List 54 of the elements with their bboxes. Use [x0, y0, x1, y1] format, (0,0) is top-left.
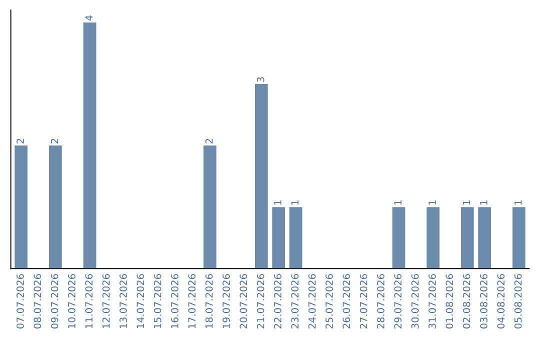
bar	[289, 207, 302, 269]
x-tick-label: 29.07.2026	[394, 274, 402, 328]
bar	[460, 207, 474, 269]
data-label: 1	[514, 200, 522, 205]
data-label: 2	[50, 138, 58, 144]
bar	[478, 207, 492, 269]
x-tick-label: 10.07.2026	[68, 274, 76, 328]
x-tick-label: 26.07.2026	[342, 274, 350, 328]
bar	[512, 207, 526, 269]
x-tick-label: 27.07.2026	[360, 274, 368, 328]
bar	[14, 146, 28, 269]
x-tick-label: 07.07.2026	[16, 274, 24, 328]
x-tick-label: 11.07.2026	[85, 274, 93, 328]
data-label: 1	[291, 200, 298, 205]
x-tick-label: 08.07.2026	[34, 274, 42, 328]
bar	[83, 22, 96, 269]
bar	[254, 84, 268, 269]
x-tick-label: 18.07.2026	[205, 274, 213, 328]
bar	[426, 207, 440, 269]
x-tick-label: 05.08.2026	[514, 274, 522, 328]
x-tick-label: 30.07.2026	[411, 274, 419, 328]
x-tick-label: 28.07.2026	[377, 274, 384, 328]
data-label: 2	[205, 138, 213, 144]
x-tick-label: 14.07.2026	[136, 274, 144, 328]
x-tick-label: 24.07.2026	[308, 274, 316, 328]
x-tick-label: 22.07.2026	[274, 274, 282, 328]
x-tick-label: 21.07.2026	[256, 274, 264, 328]
x-tick-label: 23.07.2026	[291, 274, 299, 328]
x-tick-label: 17.07.2026	[188, 274, 196, 328]
bar	[272, 207, 286, 269]
x-tick-label: 12.07.2026	[102, 274, 110, 328]
x-tick-label: 01.08.2026	[446, 274, 454, 328]
bar	[48, 146, 62, 269]
x-tick-label: 16.07.2026	[171, 274, 178, 328]
data-label: 2	[16, 138, 24, 144]
data-label: 1	[428, 200, 436, 205]
x-tick-label: 04.08.2026	[497, 274, 505, 328]
bar	[203, 146, 216, 269]
data-label: 1	[394, 200, 402, 205]
data-label: 1	[463, 200, 470, 205]
data-label: 1	[480, 200, 488, 205]
x-tick-label: 15.07.2026	[154, 274, 162, 328]
x-tick-label: 25.07.2026	[326, 274, 333, 328]
x-tick-label: 09.07.2026	[50, 274, 58, 328]
bar	[392, 207, 406, 269]
x-tick-label: 19.07.2026	[222, 274, 230, 328]
x-tick-label: 31.07.2026	[428, 274, 436, 328]
x-tick-label: 20.07.2026	[240, 274, 248, 328]
data-label: 3	[256, 77, 264, 82]
x-tick-label: 02.08.2026	[462, 274, 470, 328]
data-label: 1	[274, 200, 282, 205]
x-tick-label: 13.07.2026	[120, 274, 127, 328]
data-label: 4	[85, 15, 92, 21]
x-tick-label: 03.08.2026	[480, 274, 488, 328]
